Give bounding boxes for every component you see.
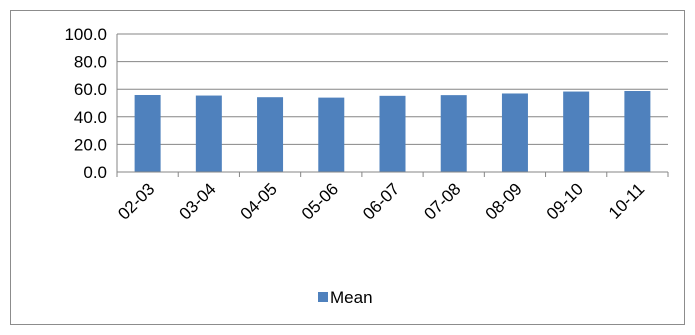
bar-02-03 bbox=[134, 94, 161, 172]
legend-label-mean: Mean bbox=[330, 288, 373, 307]
x-tick-label: 03-04 bbox=[175, 179, 219, 223]
bar-08-09 bbox=[501, 93, 528, 172]
bar-06-07 bbox=[379, 95, 406, 172]
y-tick-label: 100.0 bbox=[64, 25, 107, 44]
y-tick-label: 40.0 bbox=[74, 108, 107, 127]
bars bbox=[134, 90, 651, 172]
x-tick-label: 10-11 bbox=[605, 179, 648, 222]
x-tick-label: 08-09 bbox=[482, 179, 526, 223]
x-tick-label: 09-10 bbox=[543, 179, 587, 223]
bar-07-08 bbox=[440, 95, 467, 172]
x-tick-labels: 02-03 03-04 04-05 05-06 06-07 07-08 08-09 09-10… bbox=[114, 179, 648, 223]
y-tick-label: 0.0 bbox=[83, 163, 107, 182]
bar-05-06 bbox=[318, 97, 345, 172]
y-tick-labels: 0.0 20.0 40.0 60.0 80.0 100.0 bbox=[64, 25, 107, 182]
legend: Mean bbox=[318, 288, 373, 307]
y-tick-label: 80.0 bbox=[74, 53, 107, 72]
bar-09-10 bbox=[563, 91, 590, 172]
x-tick-label: 02-03 bbox=[114, 179, 158, 223]
x-tick-label: 04-05 bbox=[237, 179, 281, 223]
bar-03-04 bbox=[195, 95, 222, 172]
x-tick-label: 07-08 bbox=[420, 179, 464, 223]
bar-04-05 bbox=[257, 97, 284, 172]
axes bbox=[116, 34, 669, 177]
bar-10-11 bbox=[624, 90, 651, 172]
x-tick-label: 06-07 bbox=[359, 179, 403, 223]
y-tick-label: 20.0 bbox=[74, 135, 107, 154]
legend-swatch-mean bbox=[318, 292, 328, 302]
y-tick-label: 60.0 bbox=[74, 80, 107, 99]
x-tick-label: 05-06 bbox=[298, 179, 342, 223]
